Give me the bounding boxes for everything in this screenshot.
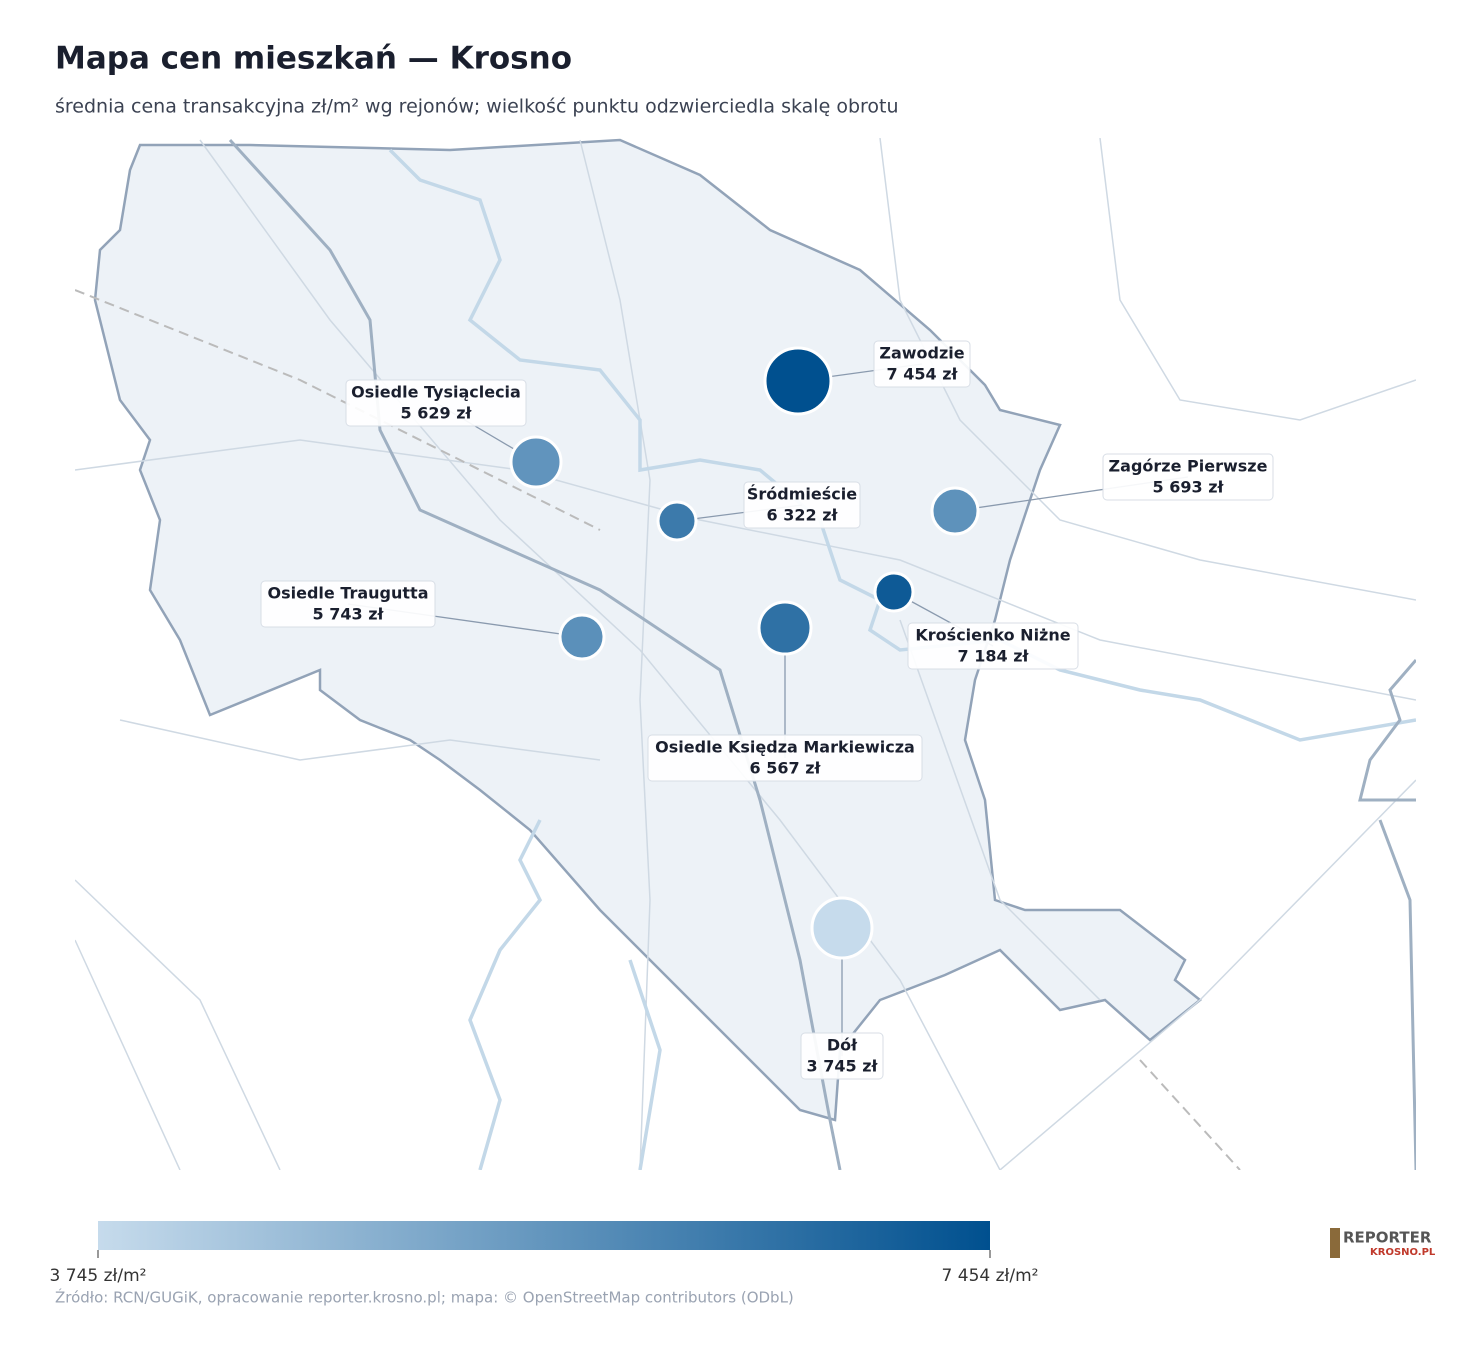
label-box — [743, 481, 861, 529]
label-box — [800, 1032, 884, 1080]
logo-top: REPORTER — [1343, 1229, 1432, 1247]
label-box — [1102, 453, 1274, 501]
logo-bottom: KROSNO.PL — [1370, 1247, 1436, 1258]
district-name: Dół — [827, 1036, 858, 1055]
source: Źródło: RCN/GUGiK, opracowanie reporter.… — [55, 1288, 794, 1307]
district-name: Krościenko Niżne — [915, 626, 1070, 645]
basemap — [75, 138, 1416, 1170]
subtitle: średnia cena transakcyjna zł/m² wg rejon… — [55, 96, 899, 118]
label-box — [260, 580, 436, 628]
label-box — [873, 340, 971, 388]
district-value-label: 7 184 zł — [958, 647, 1030, 666]
districts: Zawodzie 7 454 zł Osiedle Tysiąclecia 5 629… — [260, 340, 1274, 1080]
district-value-label: 3 745 zł — [807, 1057, 879, 1076]
label-box — [345, 379, 527, 427]
district-name: Osiedle Tysiąclecia — [351, 383, 521, 402]
logo: REPORTER KROSNO.PL — [1330, 1228, 1436, 1258]
district-point — [930, 486, 980, 536]
district-value-label: 5 743 zł — [313, 605, 385, 624]
colorbar-ticks: 3 745 zł/m² 7 454 zł/m² — [50, 1250, 1039, 1286]
colorbar-tick-label: 3 745 zł/m² — [50, 1266, 147, 1286]
district-value-label: 7 454 zł — [887, 365, 959, 384]
label-box — [647, 734, 923, 782]
title: Mapa cen mieszkań — Krosno — [55, 41, 572, 77]
district-name: Osiedle Księdza Markiewicza — [655, 738, 915, 757]
district-point — [509, 435, 563, 489]
district-name: Zagórze Pierwsze — [1109, 457, 1268, 476]
district-name: Zawodzie — [879, 344, 964, 363]
district-value-label: 5 629 zł — [401, 404, 473, 423]
district-value-label: 5 693 zł — [1153, 478, 1225, 497]
district-point — [656, 500, 698, 542]
colorbar — [98, 1221, 990, 1250]
district-point — [757, 600, 813, 656]
district-point — [873, 571, 915, 613]
district-point — [763, 346, 833, 416]
district-point — [558, 613, 606, 661]
district-name: Śródmieście — [747, 485, 857, 504]
district-point — [810, 896, 874, 960]
label-box — [907, 622, 1079, 670]
district-name: Osiedle Traugutta — [268, 584, 429, 603]
district-value-label: 6 567 zł — [750, 759, 822, 778]
district-value-label: 6 322 zł — [767, 506, 839, 525]
colorbar-tick-label: 7 454 zł/m² — [942, 1266, 1039, 1286]
